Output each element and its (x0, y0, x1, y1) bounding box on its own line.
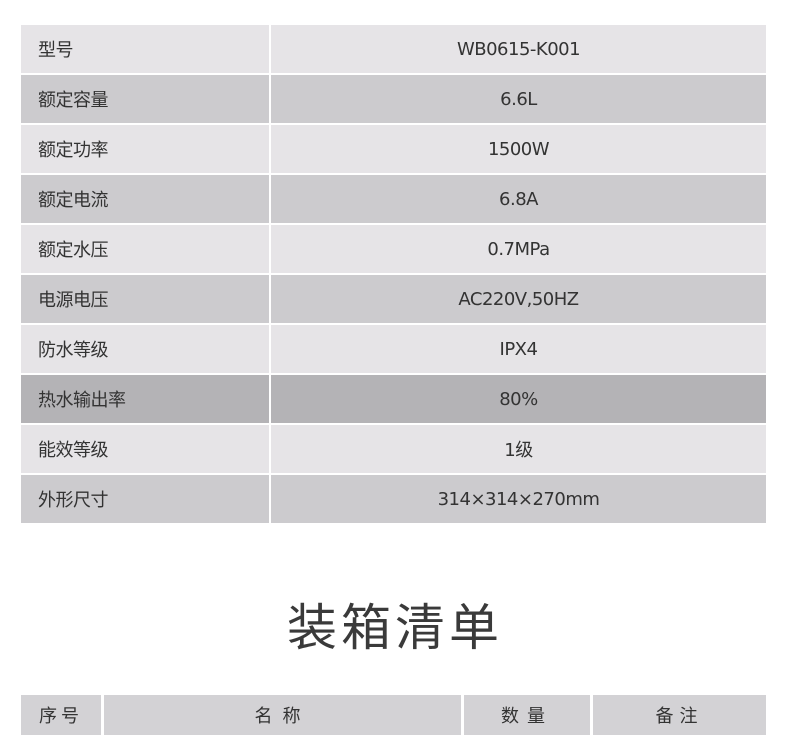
header-name: 名称 (104, 695, 461, 735)
spec-label: 额定功率 (21, 125, 269, 173)
spec-label: 外形尺寸 (21, 475, 269, 523)
header-quantity: 数量 (464, 695, 590, 735)
spec-value: IPX4 (271, 325, 766, 373)
spec-row-waterproof: 防水等级 IPX4 (21, 325, 766, 373)
spec-row-power: 额定功率 1500W (21, 125, 766, 173)
spec-label: 热水输出率 (21, 375, 269, 423)
spec-label: 型号 (21, 25, 269, 73)
spec-row-voltage: 电源电压 AC220V,50HZ (21, 275, 766, 323)
spec-value: WB0615-K001 (271, 25, 766, 73)
spec-value: 1级 (271, 425, 766, 473)
spec-label: 能效等级 (21, 425, 269, 473)
spec-label: 电源电压 (21, 275, 269, 323)
spec-label: 额定电流 (21, 175, 269, 223)
spec-row-dimensions: 外形尺寸 314×314×270mm (21, 475, 766, 523)
spec-table: 型号 WB0615-K001 额定容量 6.6L 额定功率 1500W 额定电流 6.8… (21, 25, 766, 525)
spec-value: 6.6L (271, 75, 766, 123)
header-remarks: 备注 (593, 695, 766, 735)
spec-value: 80% (271, 375, 766, 423)
header-index: 序号 (21, 695, 101, 735)
spec-value: 6.8A (271, 175, 766, 223)
spec-row-hot-water-rate: 热水输出率 80% (21, 375, 766, 423)
spec-row-capacity: 额定容量 6.6L (21, 75, 766, 123)
spec-row-pressure: 额定水压 0.7MPa (21, 225, 766, 273)
spec-label: 额定水压 (21, 225, 269, 273)
spec-label: 防水等级 (21, 325, 269, 373)
packing-list-header: 序号 名称 数量 备注 (21, 695, 766, 735)
spec-row-model: 型号 WB0615-K001 (21, 25, 766, 73)
spec-label: 额定容量 (21, 75, 269, 123)
spec-value: 1500W (271, 125, 766, 173)
spec-value: AC220V,50HZ (271, 275, 766, 323)
spec-value: 0.7MPa (271, 225, 766, 273)
spec-row-efficiency: 能效等级 1级 (21, 425, 766, 473)
spec-row-current: 额定电流 6.8A (21, 175, 766, 223)
packing-list-title: 装箱清单 (287, 599, 503, 657)
spec-value: 314×314×270mm (271, 475, 766, 523)
